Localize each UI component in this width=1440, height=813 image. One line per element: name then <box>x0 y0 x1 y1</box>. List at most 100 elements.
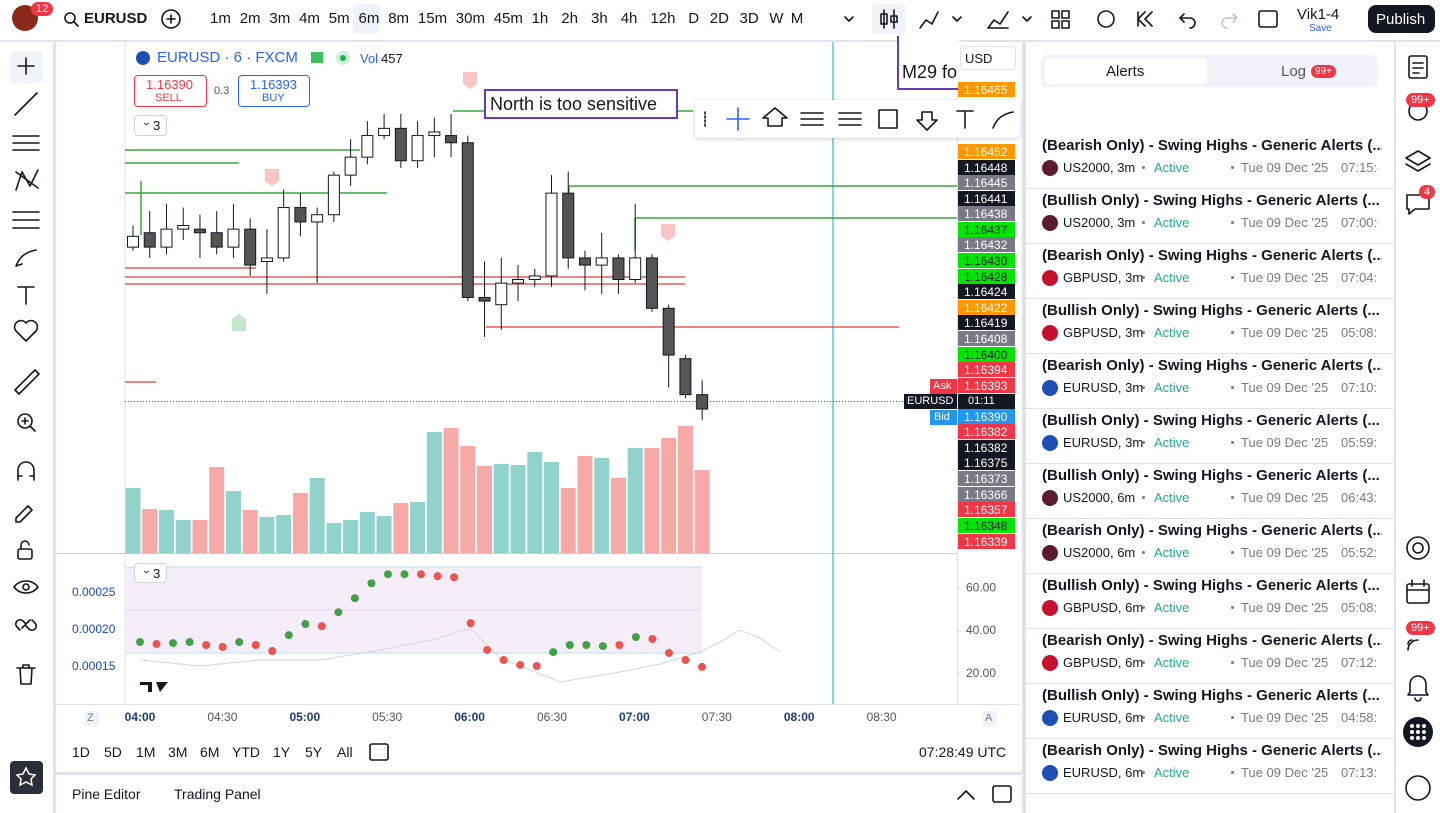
interval-button[interactable]: 30m <box>455 10 485 27</box>
bottom-panel <box>56 775 1022 813</box>
separator <box>1231 221 1234 224</box>
alert-symbol-icon <box>1042 600 1058 616</box>
flag <box>311 52 323 63</box>
currency-select[interactable]: USD <box>960 46 1016 70</box>
alert-status: Active <box>1154 765 1190 780</box>
alert-symbol: EURUSD, 6m <box>1063 765 1144 780</box>
interval-button[interactable]: 4h <box>620 10 638 27</box>
oscillator-dot <box>152 639 161 648</box>
time-label: 08:30 <box>867 710 897 724</box>
panel-tab[interactable]: Trading Panel <box>174 786 261 802</box>
left-toolbar <box>0 42 53 813</box>
interval-button[interactable]: 12h <box>650 10 676 27</box>
alert-row[interactable] <box>1026 354 1393 409</box>
range-button[interactable]: 1D <box>72 744 90 760</box>
candle-body <box>210 232 223 248</box>
interval-button[interactable]: 1m <box>210 10 231 27</box>
interval-button[interactable]: 5m <box>328 10 350 27</box>
alerts-tab[interactable]: Alerts <box>1106 63 1145 80</box>
interval-button[interactable]: 45m <box>493 10 523 27</box>
range-button[interactable]: 1Y <box>273 744 291 760</box>
alert-row[interactable] <box>1026 189 1393 244</box>
symbol-logo <box>136 51 150 65</box>
publish-button[interactable] <box>1368 5 1435 33</box>
alert-symbol-icon <box>1042 765 1058 781</box>
interval-button[interactable]: 3D <box>739 10 759 27</box>
alert-row[interactable] <box>1026 574 1393 629</box>
interval-button[interactable]: 2m <box>239 10 261 27</box>
volume-bar <box>426 432 442 553</box>
oscillator-dot <box>301 619 310 628</box>
range-button[interactable]: 5D <box>104 744 122 760</box>
y-tick-label: 20.00 <box>966 666 996 680</box>
interval-button[interactable]: 1h <box>531 10 549 27</box>
axis-button[interactable]: Z <box>84 711 99 726</box>
alert-row[interactable] <box>1026 739 1393 794</box>
interval-button[interactable]: 15m <box>417 10 448 27</box>
alert-status: Active <box>1154 545 1190 560</box>
alert-date: Tue 09 Dec '25 <box>1241 490 1329 505</box>
price-label: 1.16437 <box>958 222 1015 237</box>
alert-row[interactable] <box>1026 464 1393 519</box>
symbol-search[interactable]: EURUSD <box>84 10 148 27</box>
tab-active <box>1045 58 1207 84</box>
indicators-toggle[interactable] <box>134 563 167 583</box>
volume-bar <box>292 493 308 553</box>
publish-label[interactable]: Publish <box>1376 11 1426 28</box>
interval-button[interactable]: 2D <box>709 10 729 27</box>
axis-button[interactable]: A <box>982 711 997 726</box>
alert-symbol: US2000, 3m <box>1063 215 1136 230</box>
alert-row[interactable] <box>1026 409 1393 464</box>
buy-button[interactable] <box>238 75 310 107</box>
interval-button[interactable]: 2h <box>561 10 578 27</box>
price-label: 1.16366 <box>958 487 1015 502</box>
interval-button[interactable]: M <box>790 10 804 27</box>
alert-symbol-icon <box>1042 435 1058 451</box>
alert-row[interactable] <box>1026 299 1393 354</box>
time-label: 07:00 <box>619 710 650 724</box>
log-tab[interactable]: Log <box>1281 63 1307 80</box>
interval-button[interactable]: 8m <box>388 10 410 27</box>
price-label: 1.16408 <box>958 331 1015 346</box>
interval-button[interactable]: 4m <box>299 10 320 27</box>
range-button[interactable]: 1M <box>136 744 156 760</box>
alert-row[interactable] <box>1026 134 1393 189</box>
alert-row[interactable] <box>1026 629 1393 684</box>
bid-label: Bid <box>930 410 957 425</box>
range-button[interactable]: 5Y <box>305 744 323 760</box>
range-button[interactable]: YTD <box>232 744 260 760</box>
indicators-toggle[interactable] <box>134 115 167 136</box>
interval-button[interactable]: 3h <box>591 10 608 27</box>
chart: 60.00 40.00 20.00 0.00025 0.00020 0.00015 04:0… <box>56 42 1020 724</box>
text <box>956 110 974 129</box>
oscillator-dot <box>681 656 690 665</box>
indicators-count: 3 <box>153 118 161 133</box>
legend-symbol: EURUSD · 6 · FXCM <box>157 49 298 66</box>
alert-row[interactable] <box>1026 519 1393 574</box>
panel-tab[interactable]: Pine Editor <box>72 786 141 802</box>
alert-symbol-icon <box>1042 490 1058 506</box>
sell-button[interactable] <box>134 75 207 107</box>
layout-name[interactable]: Vik1-4 <box>1297 6 1340 23</box>
oscillator-dot <box>582 641 591 650</box>
candle-body <box>696 394 709 410</box>
alert-time: 07:12: <box>1341 655 1378 670</box>
alert-row[interactable] <box>1026 684 1393 739</box>
volume-bar <box>477 466 493 553</box>
alert-title: (Bearish Only) - Swing Highs - Generic A… <box>1042 247 1382 264</box>
oscillator-dot <box>202 641 211 650</box>
price-label: 1.16438 <box>958 206 1015 221</box>
volume-bar <box>242 510 258 553</box>
alert-symbol-icon <box>1042 160 1058 176</box>
save-label: Save <box>1309 23 1332 34</box>
interval-button[interactable]: W <box>769 10 784 27</box>
interval-button[interactable]: D <box>688 10 700 27</box>
range-button[interactable]: All <box>337 744 353 760</box>
volume-bar <box>410 502 426 553</box>
alert-row[interactable] <box>1026 244 1393 299</box>
candle-body <box>478 297 491 302</box>
interval-button[interactable]: 6m <box>358 10 380 27</box>
interval-button[interactable]: 3m <box>269 10 291 27</box>
range-button[interactable]: 6M <box>200 744 220 760</box>
range-button[interactable]: 3M <box>168 744 188 760</box>
